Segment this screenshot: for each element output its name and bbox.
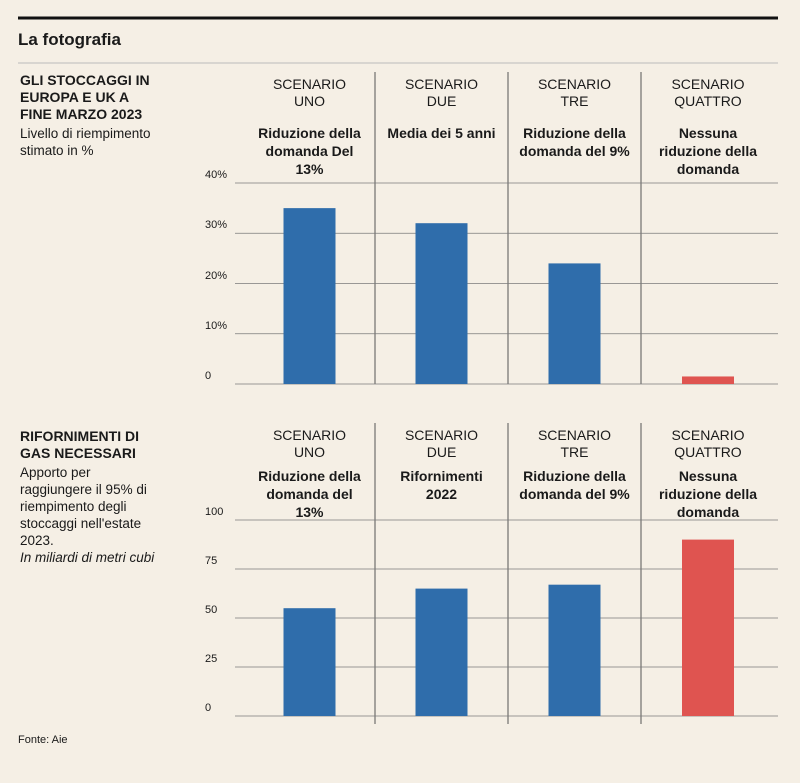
category-label: SCENARIO UNO <box>272 76 347 109</box>
category-description: Riduzione della domanda del 9% <box>519 468 630 502</box>
bar <box>548 584 601 716</box>
y-tick-label: 100 <box>205 506 224 518</box>
category-description: Nessuna riduzione della domanda <box>658 468 757 520</box>
y-tick-label: 30% <box>205 219 228 232</box>
category-label: SCENARIO UNO <box>272 427 347 460</box>
chart-title: GLI STOCCAGGI IN EUROPA E UK A FINE MARZ… <box>20 72 150 122</box>
y-tick-label: 25 <box>205 653 218 665</box>
y-tick-label: 10% <box>205 319 228 332</box>
y-tick-label: 75 <box>205 555 218 567</box>
category-label: SCENARIO QUATTRO <box>671 76 745 109</box>
category-label: SCENARIO QUATTRO <box>671 427 745 460</box>
y-tick-label: 20% <box>205 269 228 282</box>
category-label: SCENARIO DUE <box>404 76 479 109</box>
bar <box>415 588 468 716</box>
bar <box>283 208 336 384</box>
category-description: Riduzione della domanda del 13% <box>258 468 361 520</box>
category-description: Nessuna riduzione della domanda <box>658 125 757 177</box>
bar <box>283 608 336 716</box>
header: La fotografia <box>18 30 121 49</box>
bar <box>682 376 734 384</box>
category-label: SCENARIO TRE <box>537 427 612 460</box>
chart-subtitle: Livello di riempimento stimato in % <box>20 126 151 158</box>
category-label: SCENARIO TRE <box>537 76 612 109</box>
y-tick-label: 50 <box>205 604 218 616</box>
chart-subtitle: Apporto per raggiungere il 95% di riempi… <box>20 465 147 548</box>
category-description: Riduzione della domanda del 9% <box>519 125 630 159</box>
category-description: Riduzione della domanda Del 13% <box>258 125 361 177</box>
chart-title: RIFORNIMENTI DI GAS NECESSARI <box>20 428 139 461</box>
bar <box>682 539 734 716</box>
y-tick-label: 40% <box>205 169 228 181</box>
bar <box>548 263 601 384</box>
chart-note: In miliardi di metri cubi <box>20 550 155 565</box>
source: Fonte: Aie <box>18 734 68 746</box>
y-tick-label: 0 <box>205 702 212 714</box>
category-label: SCENARIO DUE <box>404 427 479 460</box>
category-description: Media dei 5 anni <box>387 125 496 141</box>
bar <box>415 223 468 384</box>
category-description: Rifornimenti 2022 <box>400 468 483 502</box>
y-tick-label: 0 <box>205 370 212 382</box>
